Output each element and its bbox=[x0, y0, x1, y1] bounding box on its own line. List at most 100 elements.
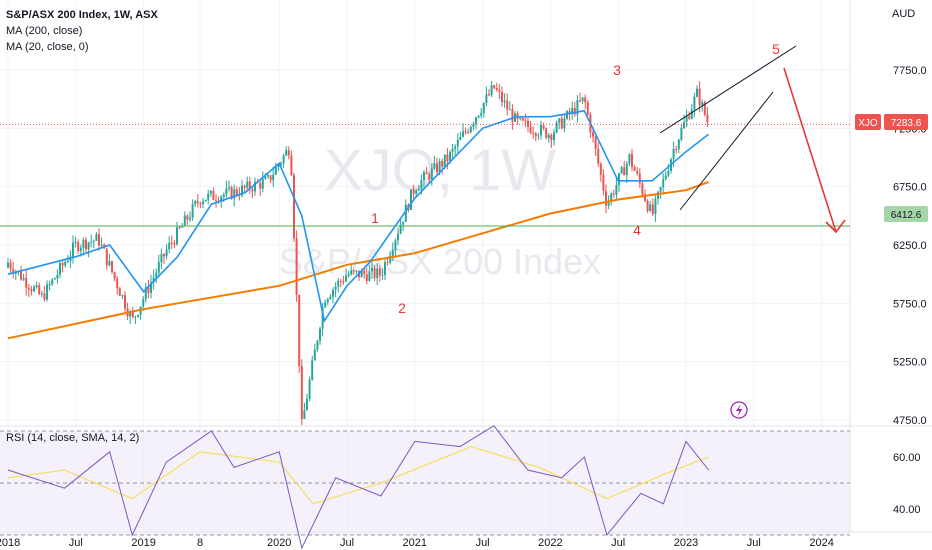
candle-body bbox=[389, 255, 392, 263]
candle-body bbox=[553, 132, 555, 141]
candle-body bbox=[43, 293, 46, 300]
candle-body bbox=[373, 267, 376, 278]
candle-body bbox=[454, 146, 457, 149]
candle-body bbox=[703, 102, 706, 115]
candle-body bbox=[386, 262, 389, 264]
wedge-lower-line bbox=[679, 91, 774, 211]
candle-body bbox=[417, 188, 420, 191]
candle-body bbox=[316, 340, 319, 350]
rsi-overbought-oversold-band bbox=[0, 430, 850, 536]
candle-body bbox=[415, 190, 418, 194]
forecast-arrow bbox=[783, 67, 846, 234]
candle-body bbox=[529, 126, 532, 134]
candle-body bbox=[412, 189, 415, 194]
candle-body bbox=[397, 233, 399, 241]
candle-body bbox=[662, 178, 665, 188]
candle-body bbox=[116, 278, 119, 289]
candle-body bbox=[480, 112, 483, 116]
candle-body bbox=[85, 239, 87, 250]
candle-body bbox=[625, 163, 628, 176]
candle-body bbox=[308, 379, 311, 399]
candle-body bbox=[27, 287, 30, 290]
candle-body bbox=[540, 125, 542, 136]
candle-body bbox=[282, 155, 285, 164]
candle-body bbox=[376, 268, 379, 278]
candle-body bbox=[477, 115, 480, 118]
candle-body bbox=[664, 175, 667, 179]
candle-body bbox=[547, 135, 550, 138]
price-axis[interactable]: 4750.05250.05750.06250.06750.07250.07750… bbox=[893, 65, 927, 427]
candle-body bbox=[464, 131, 467, 133]
candle-body bbox=[254, 181, 256, 192]
candle-body bbox=[524, 120, 527, 122]
candle-body bbox=[384, 262, 386, 275]
candle-body bbox=[321, 307, 324, 329]
wave-labels: 1 2 3 4 5 bbox=[371, 41, 780, 316]
candle-body bbox=[300, 366, 303, 419]
candle-body bbox=[688, 116, 691, 119]
candle-body bbox=[459, 136, 462, 140]
time-tick-label: 2020 bbox=[267, 537, 291, 549]
ma20-line bbox=[7, 109, 710, 323]
candle-body bbox=[579, 100, 581, 102]
candle-body bbox=[602, 174, 605, 191]
candle-body bbox=[212, 190, 215, 200]
candle-body bbox=[605, 190, 607, 206]
candle-body bbox=[295, 238, 298, 295]
candle-body bbox=[597, 148, 600, 164]
candle-body bbox=[537, 135, 540, 137]
time-tick-label: Jul bbox=[69, 537, 83, 549]
candle-body bbox=[241, 185, 243, 196]
candle-body bbox=[160, 253, 163, 263]
candle-body bbox=[202, 201, 204, 205]
candle-body bbox=[267, 175, 269, 177]
rsi-axis[interactable]: 40.00 60.00 bbox=[893, 452, 921, 516]
symbol-badge-label: XJO bbox=[858, 118, 878, 129]
candle-body bbox=[576, 100, 579, 115]
candle-body bbox=[371, 267, 373, 272]
candle-body bbox=[506, 100, 509, 110]
candle-body bbox=[251, 189, 254, 192]
candle-body bbox=[503, 100, 506, 103]
candle-body bbox=[46, 284, 48, 300]
candle-body bbox=[677, 139, 680, 150]
candle-body bbox=[623, 167, 626, 176]
candle-body bbox=[170, 242, 173, 244]
time-tick-label: 2019 bbox=[131, 537, 155, 549]
candle-body bbox=[332, 289, 334, 297]
candle-body bbox=[134, 316, 137, 318]
candle-body bbox=[142, 299, 145, 307]
candle-body bbox=[599, 163, 602, 175]
candle-body bbox=[77, 241, 80, 252]
candle-body bbox=[443, 154, 446, 167]
candle-body bbox=[378, 268, 381, 276]
time-axis[interactable]: 2018 Jul 2019 8 2020 Jul 2021 Jul 2022 Jul 2023 Jul… bbox=[0, 537, 834, 549]
lightning-icon[interactable] bbox=[730, 401, 748, 419]
candle-body bbox=[651, 204, 654, 215]
candle-body bbox=[79, 247, 82, 252]
candle-body bbox=[274, 166, 277, 175]
candle-body bbox=[186, 215, 189, 220]
time-tick-label: 8 bbox=[197, 537, 203, 549]
last-price-badge-label: 7283.6 bbox=[891, 118, 922, 129]
candle-body bbox=[298, 294, 301, 367]
candle-body bbox=[30, 289, 33, 292]
price-badges: XJO 7283.6 6412.6 bbox=[855, 114, 928, 222]
candle-body bbox=[490, 85, 493, 96]
candle-body bbox=[313, 349, 316, 361]
candle-body bbox=[584, 97, 587, 103]
candle-body bbox=[285, 150, 288, 156]
time-tick-label: 2021 bbox=[403, 537, 427, 549]
candle-body bbox=[638, 173, 641, 184]
candle-body bbox=[287, 150, 290, 156]
candle-body bbox=[462, 131, 464, 137]
candle-body bbox=[129, 312, 132, 317]
candle-body bbox=[61, 263, 64, 266]
candle-body bbox=[498, 90, 501, 92]
candle-body bbox=[495, 88, 498, 91]
candle-body bbox=[657, 191, 659, 199]
candle-body bbox=[493, 85, 496, 89]
candle-body bbox=[339, 280, 342, 282]
rsi-tick-label: 60.00 bbox=[893, 452, 921, 464]
